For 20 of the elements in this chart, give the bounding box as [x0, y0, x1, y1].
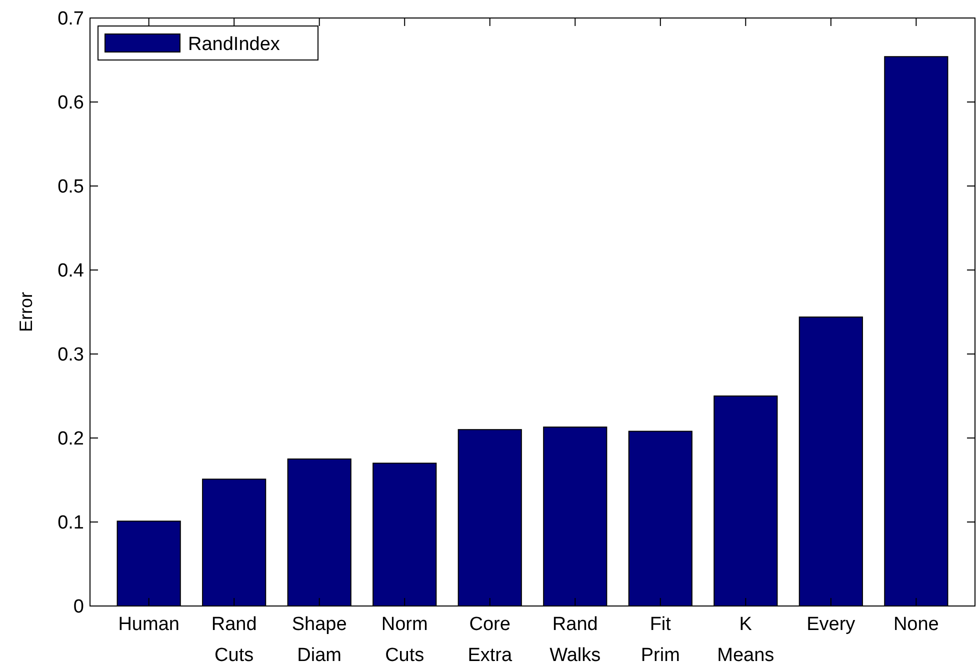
y-tick-label: 0.2	[58, 428, 84, 450]
x-tick-label: Shape Diam	[292, 614, 347, 663]
x-tick-label: Rand Walks	[550, 614, 601, 663]
x-tick-label: Rand Cuts	[211, 614, 257, 663]
y-tick-label: 0	[73, 596, 84, 618]
y-tick-label: 0.4	[58, 260, 84, 282]
y-tick-label: 0.1	[58, 512, 84, 534]
x-tick-label: Core Extra	[468, 614, 512, 663]
y-tick-label: 0.5	[58, 176, 84, 198]
legend-label: RandIndex	[188, 34, 280, 55]
y-tick-label: 0.3	[58, 344, 84, 366]
x-tick-label: None	[893, 614, 939, 635]
x-tick-label: Norm Cuts	[381, 614, 428, 663]
x-tick-label: K Means	[717, 614, 774, 663]
y-tick-label: 0.7	[58, 8, 84, 30]
x-tick-label: Fit Prim	[640, 614, 680, 663]
y-tick-label: 0.6	[58, 92, 84, 114]
x-tick-label: Every	[806, 614, 856, 635]
y-axis-title: Error	[16, 292, 36, 332]
x-tick-label: Human	[118, 614, 180, 635]
